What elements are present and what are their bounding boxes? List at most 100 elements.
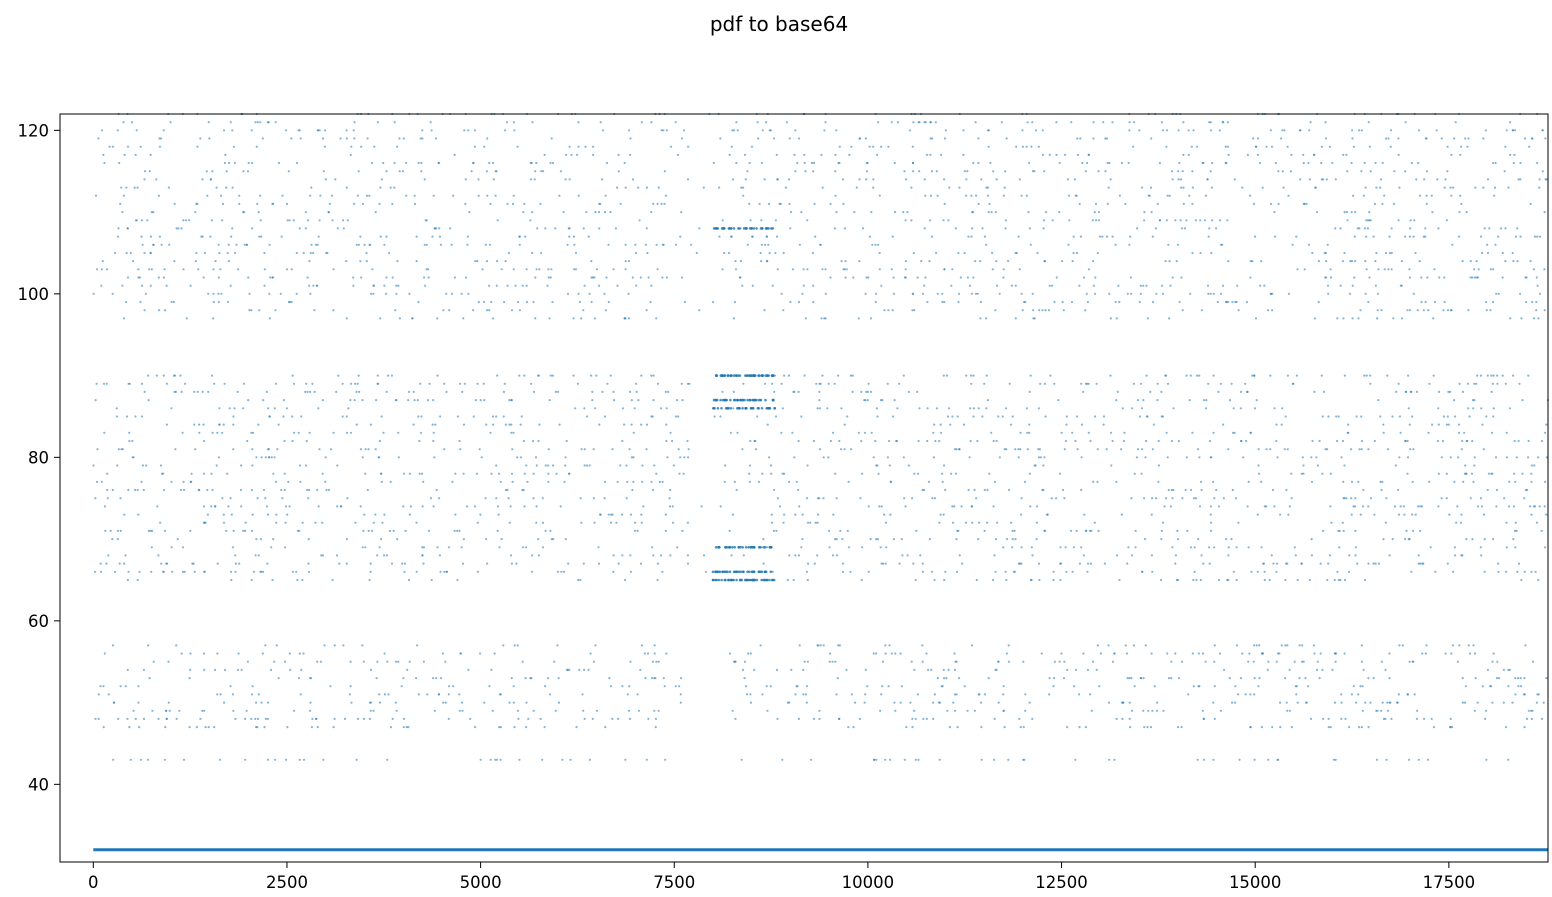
scatter-point: [639, 276, 642, 279]
scatter-point: [258, 309, 261, 312]
scatter-point: [264, 497, 267, 500]
scatter-point: [126, 145, 130, 148]
scatter-point: [983, 382, 986, 385]
scatter-point: [625, 497, 628, 500]
scatter-point: [1538, 186, 1541, 189]
scatter-point: [634, 243, 637, 246]
scatter-point: [1287, 513, 1290, 516]
scatter-point: [258, 235, 261, 238]
scatter-point: [1063, 497, 1066, 500]
scatter-point: [853, 211, 856, 214]
scatter-point: [1446, 309, 1450, 312]
scatter-point: [621, 554, 624, 557]
scatter-point: [1050, 284, 1054, 287]
scatter-point: [379, 472, 382, 475]
scatter-point-cluster: [729, 407, 733, 410]
scatter-point: [1268, 578, 1271, 582]
scatter-point: [1118, 578, 1121, 582]
scatter-point: [407, 726, 410, 729]
scatter-point: [749, 652, 752, 655]
scatter-point: [1018, 268, 1021, 271]
scatter-point: [565, 668, 569, 672]
scatter-point: [1380, 709, 1383, 712]
scatter-point: [1532, 268, 1535, 271]
scatter-point: [1473, 464, 1476, 467]
scatter-point: [1533, 317, 1536, 320]
scatter-point: [356, 382, 359, 385]
scatter-point: [345, 186, 348, 189]
scatter-point: [259, 121, 262, 124]
scatter-point: [1065, 423, 1068, 426]
scatter-point: [1265, 448, 1268, 451]
scatter-point: [1118, 194, 1121, 197]
scatter-point: [972, 161, 975, 165]
scatter-point: [229, 497, 232, 500]
scatter-point: [821, 268, 824, 271]
scatter-point-cluster: [741, 407, 744, 410]
scatter-point-cluster: [764, 398, 767, 402]
scatter-point: [198, 431, 201, 434]
scatter-point: [664, 529, 667, 533]
scatter-point: [934, 121, 937, 124]
scatter-point: [1407, 538, 1410, 541]
scatter-point: [1379, 480, 1382, 483]
scatter-point: [1075, 529, 1078, 533]
scatter-point: [349, 431, 353, 434]
scatter-point: [632, 456, 635, 459]
scatter-point: [1221, 121, 1224, 124]
scatter-point: [1121, 701, 1125, 704]
scatter-point: [1480, 505, 1484, 508]
scatter-point: [1246, 505, 1249, 508]
scatter-point: [1155, 292, 1158, 295]
scatter-point: [1388, 554, 1391, 557]
scatter-point: [408, 660, 411, 663]
scatter-point: [597, 284, 601, 287]
scatter-point: [419, 431, 423, 434]
scatter-point: [1145, 439, 1148, 443]
scatter-point: [744, 178, 747, 181]
scatter-point: [786, 701, 790, 704]
scatter-point: [284, 546, 287, 549]
scatter-point: [721, 390, 724, 393]
scatter-point: [292, 382, 296, 385]
scatter-point-cluster: [756, 407, 760, 410]
scatter-point: [264, 717, 267, 721]
scatter-point: [668, 505, 672, 508]
scatter-point: [1322, 390, 1325, 393]
scatter-point: [324, 129, 327, 132]
scatter-point: [246, 243, 249, 246]
scatter-point: [1101, 235, 1104, 238]
scatter-point: [831, 431, 835, 434]
scatter-point: [371, 268, 374, 271]
scatter-point: [339, 137, 342, 140]
scatter-point: [753, 668, 756, 672]
scatter-point: [286, 268, 289, 271]
scatter-point: [1317, 300, 1320, 304]
scatter-point: [641, 464, 644, 467]
scatter-point: [1403, 513, 1406, 516]
scatter-point: [1324, 137, 1328, 140]
scatter-point: [1372, 235, 1375, 238]
scatter-point: [189, 652, 192, 655]
scatter-point: [427, 268, 430, 271]
scatter-point: [295, 292, 298, 295]
scatter-point: [1495, 505, 1498, 508]
scatter-point: [786, 578, 789, 582]
scatter-point: [1373, 513, 1376, 516]
scatter-point: [1447, 423, 1450, 426]
scatter-point: [350, 701, 353, 704]
scatter-point: [1030, 145, 1033, 148]
scatter-point: [1058, 161, 1061, 165]
scatter-point: [870, 431, 873, 434]
scatter-point: [916, 693, 920, 696]
scatter-point: [1006, 538, 1009, 541]
scatter-point: [1196, 448, 1200, 451]
scatter-point: [250, 529, 253, 533]
scatter-point: [1422, 309, 1425, 312]
scatter-point: [1023, 480, 1026, 483]
scatter-point: [1146, 726, 1149, 729]
scatter-point: [535, 268, 538, 271]
scatter-point: [1266, 668, 1269, 672]
scatter-point: [526, 480, 529, 483]
chart-title: pdf to base64: [709, 12, 849, 36]
